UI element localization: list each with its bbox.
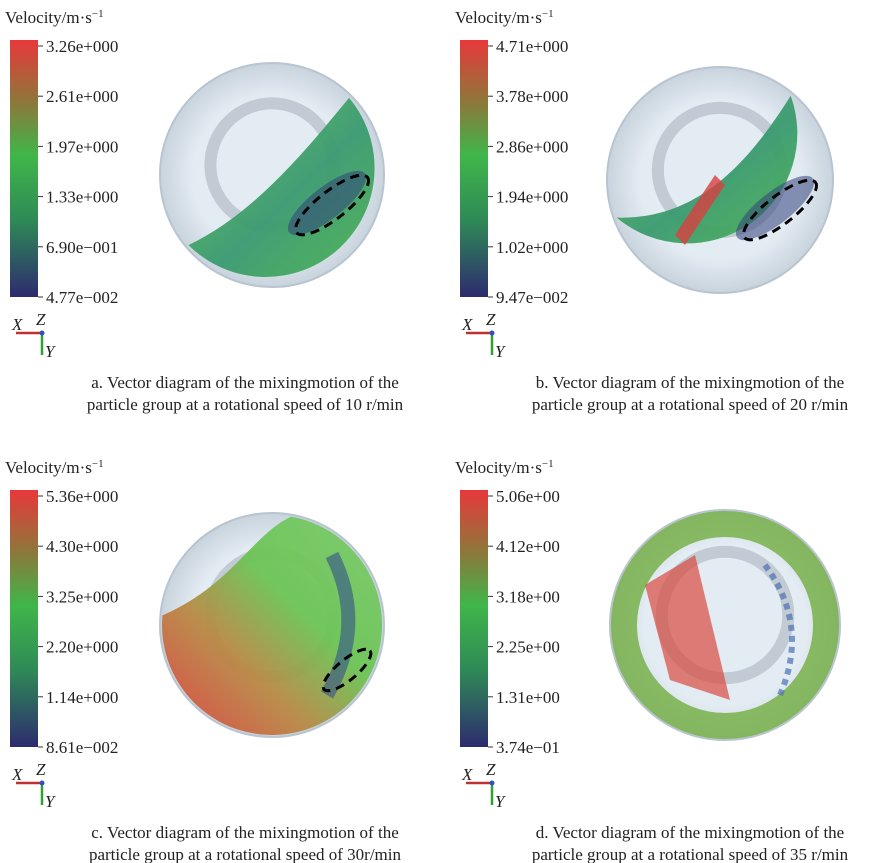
colorbar-label: 5.06e+00 [496, 487, 560, 506]
colorbar-label: 1.97e+000 [46, 137, 118, 156]
colorbar-label: 3.18e+00 [496, 587, 560, 606]
colorbar [10, 490, 38, 747]
colorbar-label: 6.90e−001 [46, 238, 118, 257]
axis-z-label: Z [36, 310, 46, 329]
axis-z [40, 781, 45, 786]
axis-x-label: X [461, 765, 473, 784]
axis-y-label: Y [495, 792, 506, 811]
caption-line: a. Vector diagram of the mixingmotion of… [91, 373, 399, 392]
colorbar-title: Velocity/m·s−1 [455, 8, 554, 27]
axis-x-label: X [461, 315, 473, 334]
caption-line: d. Vector diagram of the mixingmotion of… [536, 823, 844, 842]
colorbar-label: 1.02e+000 [496, 238, 568, 257]
colorbar-label: 1.94e+000 [496, 188, 568, 207]
caption-line: particle group at a rotational speed of … [87, 395, 404, 414]
colorbar-label: 3.78e+000 [496, 87, 568, 106]
colorbar-label: 2.86e+000 [496, 137, 568, 156]
colorbar-label: 3.25e+000 [46, 587, 118, 606]
colorbar-label: 5.36e+000 [46, 487, 118, 506]
panel: Velocity/m·s−1 5.06e+00 4.12e+00 3.18e+00 2.… [455, 458, 849, 863]
axis-z [490, 331, 495, 336]
axis-z-label: Z [36, 760, 46, 779]
colorbar-label: 2.20e+000 [46, 638, 118, 657]
colorbar-label: 1.33e+000 [46, 188, 118, 207]
colorbar-title-text: Velocity/m·s [455, 458, 542, 477]
colorbar-title: Velocity/m·s−1 [455, 458, 554, 477]
colorbar-label: 1.31e+00 [496, 688, 560, 707]
colorbar-label: 3.74e−01 [496, 738, 560, 757]
panel: Velocity/m·s−1 5.36e+000 4.30e+000 3.25e+00… [5, 458, 402, 863]
panel: Velocity/m·s−1 4.71e+000 3.78e+000 2.86e+00… [455, 8, 849, 414]
colorbar-title: Velocity/m·s−1 [5, 8, 104, 27]
colorbar-label: 4.77e−002 [46, 288, 118, 307]
colorbar-label: 9.47e−002 [496, 288, 568, 307]
caption-line: particle group at a rotational speed of … [532, 845, 849, 863]
axis-z-label: Z [486, 310, 496, 329]
colorbar-label: 3.26e+000 [46, 37, 118, 56]
colorbar-label: 1.14e+000 [46, 688, 118, 707]
caption-line: b. Vector diagram of the mixingmotion of… [536, 373, 844, 392]
colorbar-label: 8.61e−002 [46, 738, 118, 757]
colorbar [460, 40, 488, 297]
colorbar-label: 4.30e+000 [46, 537, 118, 556]
caption-line: particle group at a rotational speed of … [532, 395, 849, 414]
colorbar [10, 40, 38, 297]
axis-x-label: X [11, 315, 23, 334]
axis-y-label: Y [495, 342, 506, 361]
axis-x-label: X [11, 765, 23, 784]
colorbar-title-text: Velocity/m·s [5, 8, 92, 27]
colorbar-title-sup: −1 [542, 8, 554, 20]
colorbar [460, 490, 488, 747]
colorbar-label: 4.12e+00 [496, 537, 560, 556]
axis-y-label: Y [45, 342, 56, 361]
caption-line: particle group at a rotational speed of … [89, 845, 402, 863]
axis-z [490, 781, 495, 786]
colorbar-label: 2.61e+000 [46, 87, 118, 106]
colorbar-title: Velocity/m·s−1 [5, 458, 104, 477]
axis-z-label: Z [486, 760, 496, 779]
axis-y-label: Y [45, 792, 56, 811]
colorbar-title-text: Velocity/m·s [455, 8, 542, 27]
colorbar-label: 2.25e+00 [496, 638, 560, 657]
colorbar-title-sup: −1 [92, 8, 104, 20]
axis-z [40, 331, 45, 336]
figure: Velocity/m·s−13.26e+0002.61e+0001.97e+00… [0, 0, 880, 863]
caption-line: c. Vector diagram of the mixingmotion of… [91, 823, 399, 842]
colorbar-title-sup: −1 [92, 458, 104, 470]
colorbar-title-text: Velocity/m·s [5, 458, 92, 477]
panel: Velocity/m·s−1 3.26e+000 2.61e+000 1.97e+00… [5, 8, 404, 414]
colorbar-title-sup: −1 [542, 458, 554, 470]
colorbar-label: 4.71e+000 [496, 37, 568, 56]
